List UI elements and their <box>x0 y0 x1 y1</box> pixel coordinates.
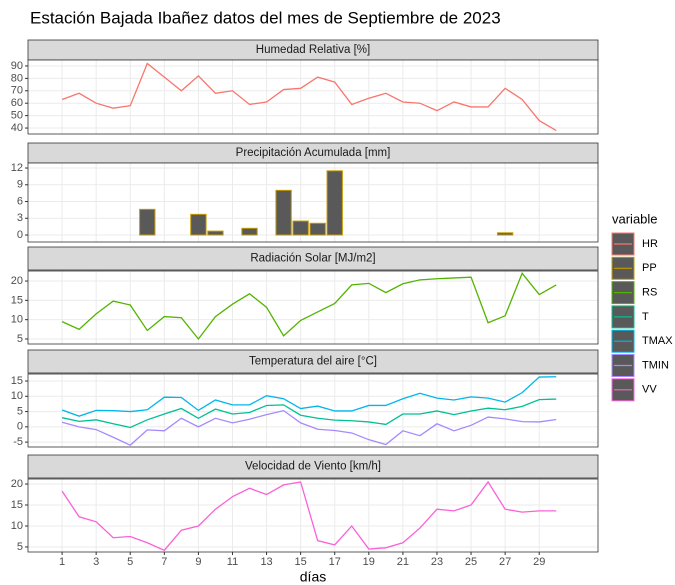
y-tick-label: 0 <box>17 229 23 241</box>
strip-label: Humedad Relativa [%] <box>256 44 370 56</box>
x-axis-label: días <box>300 569 326 585</box>
y-tick-label: 6 <box>17 195 23 207</box>
y-tick-label: 20 <box>11 478 23 490</box>
panel <box>28 60 598 134</box>
panel-border <box>27 270 599 345</box>
bar <box>190 213 207 236</box>
line <box>61 398 557 429</box>
bar <box>496 232 514 236</box>
x-tick-label: 23 <box>431 556 443 568</box>
y-tick-label: 15 <box>11 499 23 511</box>
x-tick-label: 19 <box>363 556 375 568</box>
x-tick-label: 5 <box>127 556 133 568</box>
legend-label: TMIN <box>642 359 669 371</box>
line <box>61 272 557 341</box>
y-tick-label: 0 <box>17 421 23 433</box>
panel-border <box>27 162 599 243</box>
strip <box>27 349 599 374</box>
bar <box>275 189 292 236</box>
legend-label: T <box>642 311 649 323</box>
panel-border <box>27 373 599 448</box>
x-tick-label: 21 <box>397 556 409 568</box>
strip-label: Precipitación Acumulada [mm] <box>236 147 391 159</box>
legend-title: variable <box>612 211 658 226</box>
y-tick-label: 15 <box>11 294 23 306</box>
y-tick-label: 20 <box>11 275 23 287</box>
legend-label: HR <box>642 238 658 250</box>
bar <box>241 227 258 236</box>
strip <box>27 454 599 479</box>
x-tick-label: 25 <box>465 556 477 568</box>
y-tick-label: 5 <box>17 405 23 417</box>
line <box>61 409 557 446</box>
line <box>61 62 557 132</box>
line <box>61 376 557 417</box>
x-tick-label: 7 <box>161 556 167 568</box>
bar <box>326 170 343 236</box>
x-tick-label: 3 <box>93 556 99 568</box>
y-tick-label: 90 <box>11 60 23 72</box>
bar <box>292 220 309 236</box>
y-tick-label: 80 <box>11 72 23 84</box>
y-tick-label: -5 <box>13 436 23 448</box>
y-tick-label: 60 <box>11 97 23 109</box>
bar <box>207 230 224 236</box>
y-tick-label: 10 <box>11 520 23 532</box>
line <box>61 480 557 552</box>
legend-label: VV <box>642 384 657 396</box>
bar <box>309 222 326 236</box>
legend-label: PP <box>642 262 657 274</box>
y-tick-label: 40 <box>11 122 23 134</box>
y-tick-label: 9 <box>17 179 23 191</box>
legend-label: RS <box>642 287 657 299</box>
y-tick-label: 15 <box>11 375 23 387</box>
x-tick-label: 29 <box>533 556 545 568</box>
y-tick-label: 5 <box>17 333 23 345</box>
strip-label: Temperatura del aire [°C] <box>249 356 377 368</box>
x-tick-label: 15 <box>295 556 307 568</box>
legend-label: TMAX <box>642 335 673 347</box>
x-tick-label: 17 <box>329 556 341 568</box>
strip <box>27 246 599 271</box>
panel <box>28 271 598 344</box>
x-tick-label: 9 <box>195 556 201 568</box>
panel-border <box>27 59 599 135</box>
panel <box>28 374 598 447</box>
x-tick-label: 27 <box>499 556 511 568</box>
y-tick-label: 12 <box>11 162 23 174</box>
strip-label: Radiación Solar [MJ/m2] <box>250 253 375 265</box>
chart-title: Estación Bajada Ibañez datos del mes de … <box>30 8 501 27</box>
y-tick-label: 10 <box>11 314 23 326</box>
x-tick-label: 13 <box>260 556 272 568</box>
x-tick-label: 11 <box>227 556 238 568</box>
strip-label: Velocidad de Viento [km/h] <box>245 461 381 473</box>
x-tick-label: 1 <box>59 556 65 568</box>
bar <box>139 208 156 236</box>
y-tick-label: 50 <box>11 110 23 122</box>
panel-border <box>27 478 599 553</box>
y-tick-label: 5 <box>17 541 23 553</box>
y-tick-label: 3 <box>17 212 23 224</box>
y-tick-label: 10 <box>11 390 23 402</box>
y-tick-label: 70 <box>11 85 23 97</box>
panel <box>28 479 598 552</box>
